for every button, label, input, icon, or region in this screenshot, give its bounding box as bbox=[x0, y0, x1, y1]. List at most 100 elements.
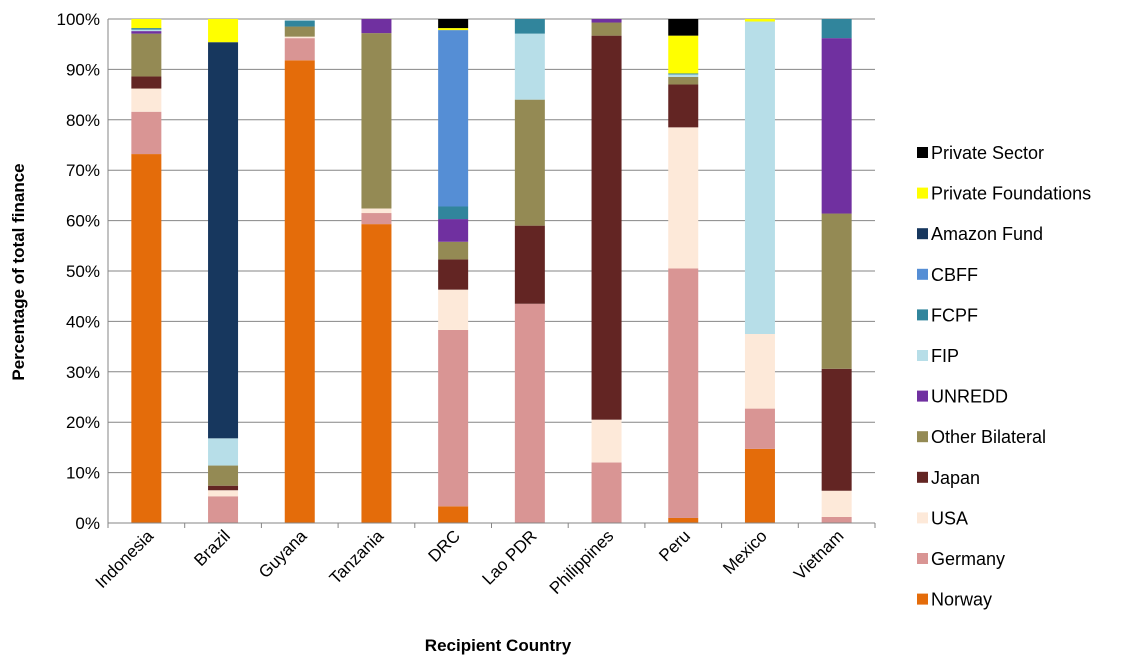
bar-segment bbox=[208, 465, 239, 486]
bar-segment bbox=[131, 154, 162, 523]
bar-segment bbox=[438, 28, 469, 31]
y-tick-label: 50% bbox=[66, 262, 100, 281]
bar-segment bbox=[284, 36, 315, 39]
legend-label: USA bbox=[931, 508, 968, 528]
legend-label: UNREDD bbox=[931, 387, 1008, 407]
bar-segment bbox=[131, 88, 162, 112]
bar-segment bbox=[438, 19, 469, 29]
x-tick-label: Guyana bbox=[255, 526, 311, 582]
legend-swatch bbox=[917, 553, 928, 564]
bar-segment bbox=[744, 19, 775, 22]
bar-segment bbox=[821, 368, 852, 491]
legend-swatch bbox=[917, 431, 928, 443]
bar-segment bbox=[744, 334, 775, 409]
legend-swatch bbox=[917, 512, 928, 524]
bar-segment bbox=[668, 84, 699, 128]
bar-segment bbox=[668, 127, 699, 269]
bar-segment bbox=[208, 19, 239, 43]
legend-swatch bbox=[917, 471, 928, 483]
bar-segment bbox=[668, 74, 699, 77]
legend-label: CBFF bbox=[931, 265, 978, 285]
bars bbox=[131, 19, 852, 524]
bar-segment bbox=[591, 35, 622, 420]
bar-segment bbox=[744, 408, 775, 449]
legend: Private Sector Private Foundations Amazon … bbox=[917, 143, 1091, 610]
bar-segment bbox=[668, 268, 699, 518]
y-tick-label: 0% bbox=[75, 514, 100, 533]
legend-label: FIP bbox=[931, 346, 959, 366]
bar-segment bbox=[438, 219, 469, 242]
x-tick-label: Brazil bbox=[190, 526, 233, 569]
bar-segment bbox=[131, 31, 162, 34]
bar-segment bbox=[514, 33, 545, 100]
legend-swatch bbox=[917, 350, 928, 361]
x-axis-title: Recipient Country bbox=[425, 636, 572, 655]
legend-swatch bbox=[917, 228, 928, 240]
bar-segment bbox=[591, 22, 622, 36]
legend-label: Private Foundations bbox=[931, 184, 1091, 204]
bar-segment bbox=[438, 329, 469, 507]
bar-segment bbox=[668, 73, 699, 75]
bar-segment bbox=[514, 99, 545, 226]
y-tick-labels: 0% 10% 20% 30% 40% 50% 60% 70% 80% 90% 100% bbox=[57, 10, 100, 533]
bar-segment bbox=[821, 19, 852, 39]
bar-segment bbox=[821, 490, 852, 517]
legend-label: FCPF bbox=[931, 305, 978, 325]
legend-swatch bbox=[917, 147, 928, 158]
bar-segment bbox=[361, 224, 392, 524]
bar-segment bbox=[131, 29, 162, 32]
bar-segment bbox=[131, 33, 162, 77]
bar-segment bbox=[131, 28, 162, 30]
bar-segment bbox=[361, 33, 392, 209]
bar-segment bbox=[208, 490, 239, 497]
x-tick-label: Lao PDR bbox=[478, 526, 540, 588]
bar-segment bbox=[438, 506, 469, 523]
bar-segment bbox=[744, 448, 775, 523]
bar-segment bbox=[438, 289, 469, 330]
y-tick-label: 60% bbox=[66, 212, 100, 231]
bar-segment bbox=[361, 213, 392, 225]
y-axis-title: Percentage of total finance bbox=[9, 163, 28, 380]
legend-label: Japan bbox=[931, 468, 980, 488]
legend-label: Germany bbox=[931, 549, 1005, 569]
legend-swatch bbox=[917, 390, 928, 402]
bar-segment bbox=[514, 19, 545, 34]
legend-label: Private Sector bbox=[931, 143, 1044, 163]
x-tick-label: Mexico bbox=[719, 526, 771, 578]
bar-segment bbox=[208, 438, 239, 466]
bar-segment bbox=[208, 485, 239, 491]
bar-segment bbox=[438, 241, 469, 260]
x-tick-label: Peru bbox=[655, 526, 694, 565]
legend-swatch bbox=[917, 187, 928, 199]
bar-segment bbox=[284, 38, 315, 61]
bar-segment bbox=[591, 419, 622, 463]
bar-segment bbox=[284, 26, 315, 37]
bar-segment bbox=[668, 35, 699, 74]
x-tick-label: Philippines bbox=[546, 526, 618, 598]
y-tick-label: 30% bbox=[66, 363, 100, 382]
bar-segment bbox=[668, 76, 699, 85]
bar-segment bbox=[744, 21, 775, 335]
bar-segment bbox=[821, 516, 852, 523]
legend-swatch bbox=[917, 593, 928, 605]
bar-segment bbox=[284, 20, 315, 27]
bar-segment bbox=[438, 30, 469, 207]
bar-segment bbox=[668, 19, 699, 36]
bar-segment bbox=[438, 206, 469, 220]
y-tick-label: 10% bbox=[66, 464, 100, 483]
legend-swatch bbox=[917, 268, 928, 280]
bar-segment bbox=[361, 208, 392, 214]
bar-segment bbox=[208, 496, 239, 523]
bar-segment bbox=[821, 38, 852, 214]
bar-segment bbox=[284, 60, 315, 523]
y-tick-label: 90% bbox=[66, 60, 100, 79]
legend-swatch bbox=[917, 309, 928, 321]
bar-segment bbox=[514, 225, 545, 304]
x-axis bbox=[107, 19, 876, 528]
legend-label: Other Bilateral bbox=[931, 427, 1046, 447]
bar-segment bbox=[131, 19, 162, 29]
bar-segment bbox=[131, 111, 162, 155]
y-tick-label: 80% bbox=[66, 111, 100, 130]
x-tick-label: Vietnam bbox=[790, 526, 847, 583]
